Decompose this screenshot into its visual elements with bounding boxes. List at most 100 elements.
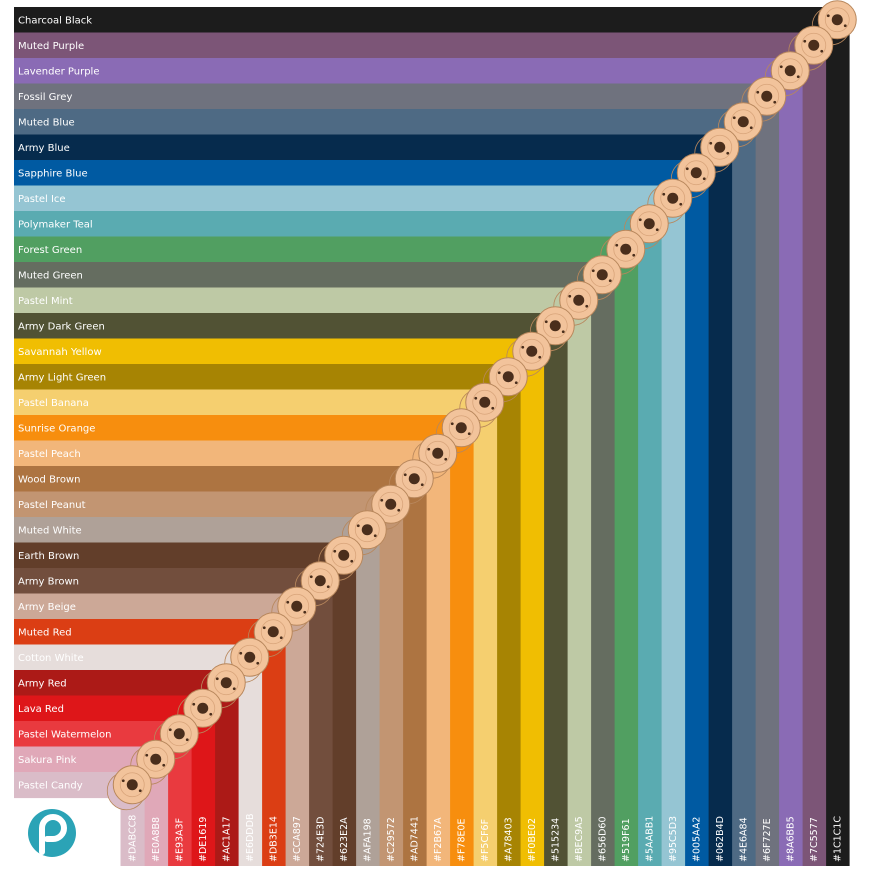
color-hex-label: #623E2A bbox=[339, 817, 350, 862]
color-hex-label: #F0BE02 bbox=[527, 818, 538, 862]
hbar-pastel-mint bbox=[14, 287, 579, 314]
color-name-label: Sapphire Blue bbox=[18, 168, 88, 179]
hbar-sunrise-orange bbox=[14, 415, 462, 442]
color-hex-label: #E93A3F bbox=[175, 818, 186, 862]
vbar-pastel-peanut bbox=[379, 504, 404, 866]
hbar-pastel-banana bbox=[14, 389, 485, 416]
color-name-label: Lavender Purple bbox=[18, 66, 99, 77]
color-name-label: Army Beige bbox=[18, 602, 76, 613]
vbar-pastel-peach bbox=[426, 453, 451, 866]
hbar-muted-red bbox=[14, 619, 274, 646]
color-hex-label: #C29572 bbox=[386, 817, 397, 862]
color-name-label: Fossil Grey bbox=[18, 92, 72, 103]
hbar-earth-brown bbox=[14, 542, 344, 569]
vbar-pastel-ice bbox=[661, 198, 686, 866]
color-name-label: Army Red bbox=[18, 678, 67, 689]
color-hex-label: #95C5D3 bbox=[668, 816, 679, 862]
color-name-label: Muted Purple bbox=[18, 41, 84, 52]
color-hex-label: #BEC9A5 bbox=[574, 816, 585, 862]
hbar-forest-green bbox=[14, 236, 626, 263]
hbar-muted-purple bbox=[14, 32, 814, 59]
hbar-savannah-yellow bbox=[14, 338, 532, 365]
color-hex-label: #062B4D bbox=[715, 816, 726, 862]
hbar-charcoal-black bbox=[14, 7, 838, 34]
color-hex-label: #E0A8B8 bbox=[151, 817, 162, 862]
spool-icon bbox=[435, 408, 481, 454]
vbar-polymaker-teal bbox=[637, 223, 662, 866]
color-hex-label: #4E6A84 bbox=[739, 817, 750, 862]
hbar-muted-blue bbox=[14, 109, 744, 136]
color-hex-label: #5AABB1 bbox=[645, 816, 656, 862]
color-hex-label: #CCA897 bbox=[292, 816, 303, 862]
color-name-label: Cotton White bbox=[18, 653, 84, 664]
color-name-label: Lava Red bbox=[18, 704, 64, 715]
color-name-label: Muted Green bbox=[18, 270, 83, 281]
color-name-label: Pastel Watermelon bbox=[18, 729, 111, 740]
color-hex-label: #F2B67A bbox=[433, 817, 444, 862]
vbar-forest-green bbox=[614, 249, 639, 866]
color-name-label: Muted White bbox=[18, 525, 82, 536]
vbar-muted-red bbox=[261, 631, 286, 866]
color-name-label: Savannah Yellow bbox=[18, 347, 102, 358]
color-hex-label: #515234 bbox=[551, 818, 562, 862]
color-name-label: Muted Blue bbox=[18, 117, 75, 128]
vbar-sunrise-orange bbox=[449, 427, 474, 866]
hbar-polymaker-teal bbox=[14, 211, 650, 238]
hbar-army-beige bbox=[14, 593, 297, 620]
color-name-label: Army Light Green bbox=[18, 372, 106, 383]
vbar-muted-blue bbox=[731, 121, 756, 866]
hbar-army-blue bbox=[14, 134, 720, 161]
vbar-charcoal-black bbox=[825, 19, 850, 866]
vbar-pastel-mint bbox=[567, 300, 592, 866]
color-name-label: Sakura Pink bbox=[18, 755, 77, 766]
hbar-lavender-purple bbox=[14, 58, 791, 85]
color-hex-label: #8A6BB5 bbox=[786, 816, 797, 862]
color-name-label: Charcoal Black bbox=[18, 15, 92, 26]
filament-spools bbox=[106, 0, 857, 811]
vbar-army-brown bbox=[308, 580, 333, 866]
hbar-muted-white bbox=[14, 517, 368, 544]
vbar-fossil-grey bbox=[755, 96, 780, 866]
color-hex-label: #6F727E bbox=[762, 818, 773, 862]
hbar-fossil-grey bbox=[14, 83, 767, 110]
color-name-label: Pastel Banana bbox=[18, 398, 89, 409]
hbar-sapphire-blue bbox=[14, 160, 697, 187]
hbar-pastel-peanut bbox=[14, 491, 391, 518]
spool-icon bbox=[318, 535, 364, 581]
polymaker-logo-icon bbox=[28, 809, 76, 857]
color-hex-label: #A78403 bbox=[504, 817, 515, 862]
color-name-label: Wood Brown bbox=[18, 474, 80, 485]
color-name-label: Army Dark Green bbox=[18, 321, 105, 332]
color-hex-label: #AC1A17 bbox=[222, 816, 233, 862]
color-hex-label: #005AA2 bbox=[692, 817, 703, 862]
color-name-label: Polymaker Teal bbox=[18, 219, 93, 230]
color-hex-label: #F78E0E bbox=[457, 818, 468, 862]
hbar-cotton-white bbox=[14, 644, 250, 671]
vbar-muted-white bbox=[355, 529, 380, 866]
spool-icon bbox=[200, 663, 246, 709]
color-name-label: Army Blue bbox=[18, 143, 70, 154]
color-name-label: Pastel Peach bbox=[18, 449, 81, 460]
hbar-pastel-peach bbox=[14, 440, 438, 467]
vbar-army-beige bbox=[285, 606, 310, 866]
vbar-pastel-banana bbox=[473, 402, 498, 866]
hbar-army-brown bbox=[14, 568, 321, 595]
color-hex-label: #AD7441 bbox=[410, 816, 421, 862]
vbar-army-blue bbox=[708, 147, 733, 866]
vbar-wood-brown bbox=[402, 478, 427, 866]
hbar-wood-brown bbox=[14, 466, 415, 493]
vbar-sapphire-blue bbox=[684, 172, 709, 866]
color-name-label: Sunrise Orange bbox=[18, 423, 95, 434]
spool-icon bbox=[623, 204, 669, 250]
vbar-army-dark-green bbox=[543, 325, 568, 866]
color-hex-label: #AFA198 bbox=[363, 818, 374, 862]
hbar-pastel-ice bbox=[14, 185, 673, 212]
color-name-label: Pastel Candy bbox=[18, 780, 83, 791]
color-name-label: Pastel Mint bbox=[18, 296, 73, 307]
color-hex-label: #DE1619 bbox=[198, 817, 209, 862]
hbar-army-dark-green bbox=[14, 313, 556, 340]
vbar-muted-green bbox=[590, 274, 615, 866]
color-name-label: Pastel Ice bbox=[18, 194, 66, 205]
color-hex-label: #DABCC8 bbox=[128, 815, 139, 862]
color-hex-label: #DB3E14 bbox=[269, 816, 280, 862]
